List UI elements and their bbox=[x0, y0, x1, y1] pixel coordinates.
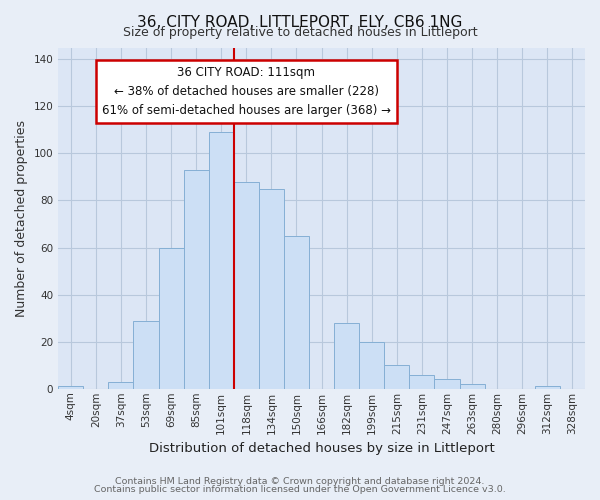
Bar bbox=[109, 382, 133, 389]
Bar bbox=[359, 342, 385, 389]
Bar bbox=[409, 374, 434, 389]
Bar bbox=[158, 248, 184, 389]
Bar bbox=[535, 386, 560, 389]
Text: Contains HM Land Registry data © Crown copyright and database right 2024.: Contains HM Land Registry data © Crown c… bbox=[115, 477, 485, 486]
Bar bbox=[334, 323, 359, 389]
Text: 36, CITY ROAD, LITTLEPORT, ELY, CB6 1NG: 36, CITY ROAD, LITTLEPORT, ELY, CB6 1NG bbox=[137, 15, 463, 30]
Bar bbox=[234, 182, 259, 389]
X-axis label: Distribution of detached houses by size in Littleport: Distribution of detached houses by size … bbox=[149, 442, 494, 455]
Y-axis label: Number of detached properties: Number of detached properties bbox=[15, 120, 28, 316]
Text: Contains public sector information licensed under the Open Government Licence v3: Contains public sector information licen… bbox=[94, 485, 506, 494]
Text: Size of property relative to detached houses in Littleport: Size of property relative to detached ho… bbox=[122, 26, 478, 39]
Bar bbox=[460, 384, 485, 389]
Bar bbox=[184, 170, 209, 389]
Bar bbox=[434, 380, 460, 389]
Bar bbox=[133, 320, 158, 389]
Bar bbox=[284, 236, 309, 389]
Bar bbox=[385, 365, 409, 389]
Bar bbox=[259, 188, 284, 389]
Bar bbox=[58, 386, 83, 389]
Bar bbox=[209, 132, 234, 389]
Text: 36 CITY ROAD: 111sqm
← 38% of detached houses are smaller (228)
61% of semi-deta: 36 CITY ROAD: 111sqm ← 38% of detached h… bbox=[102, 66, 391, 118]
